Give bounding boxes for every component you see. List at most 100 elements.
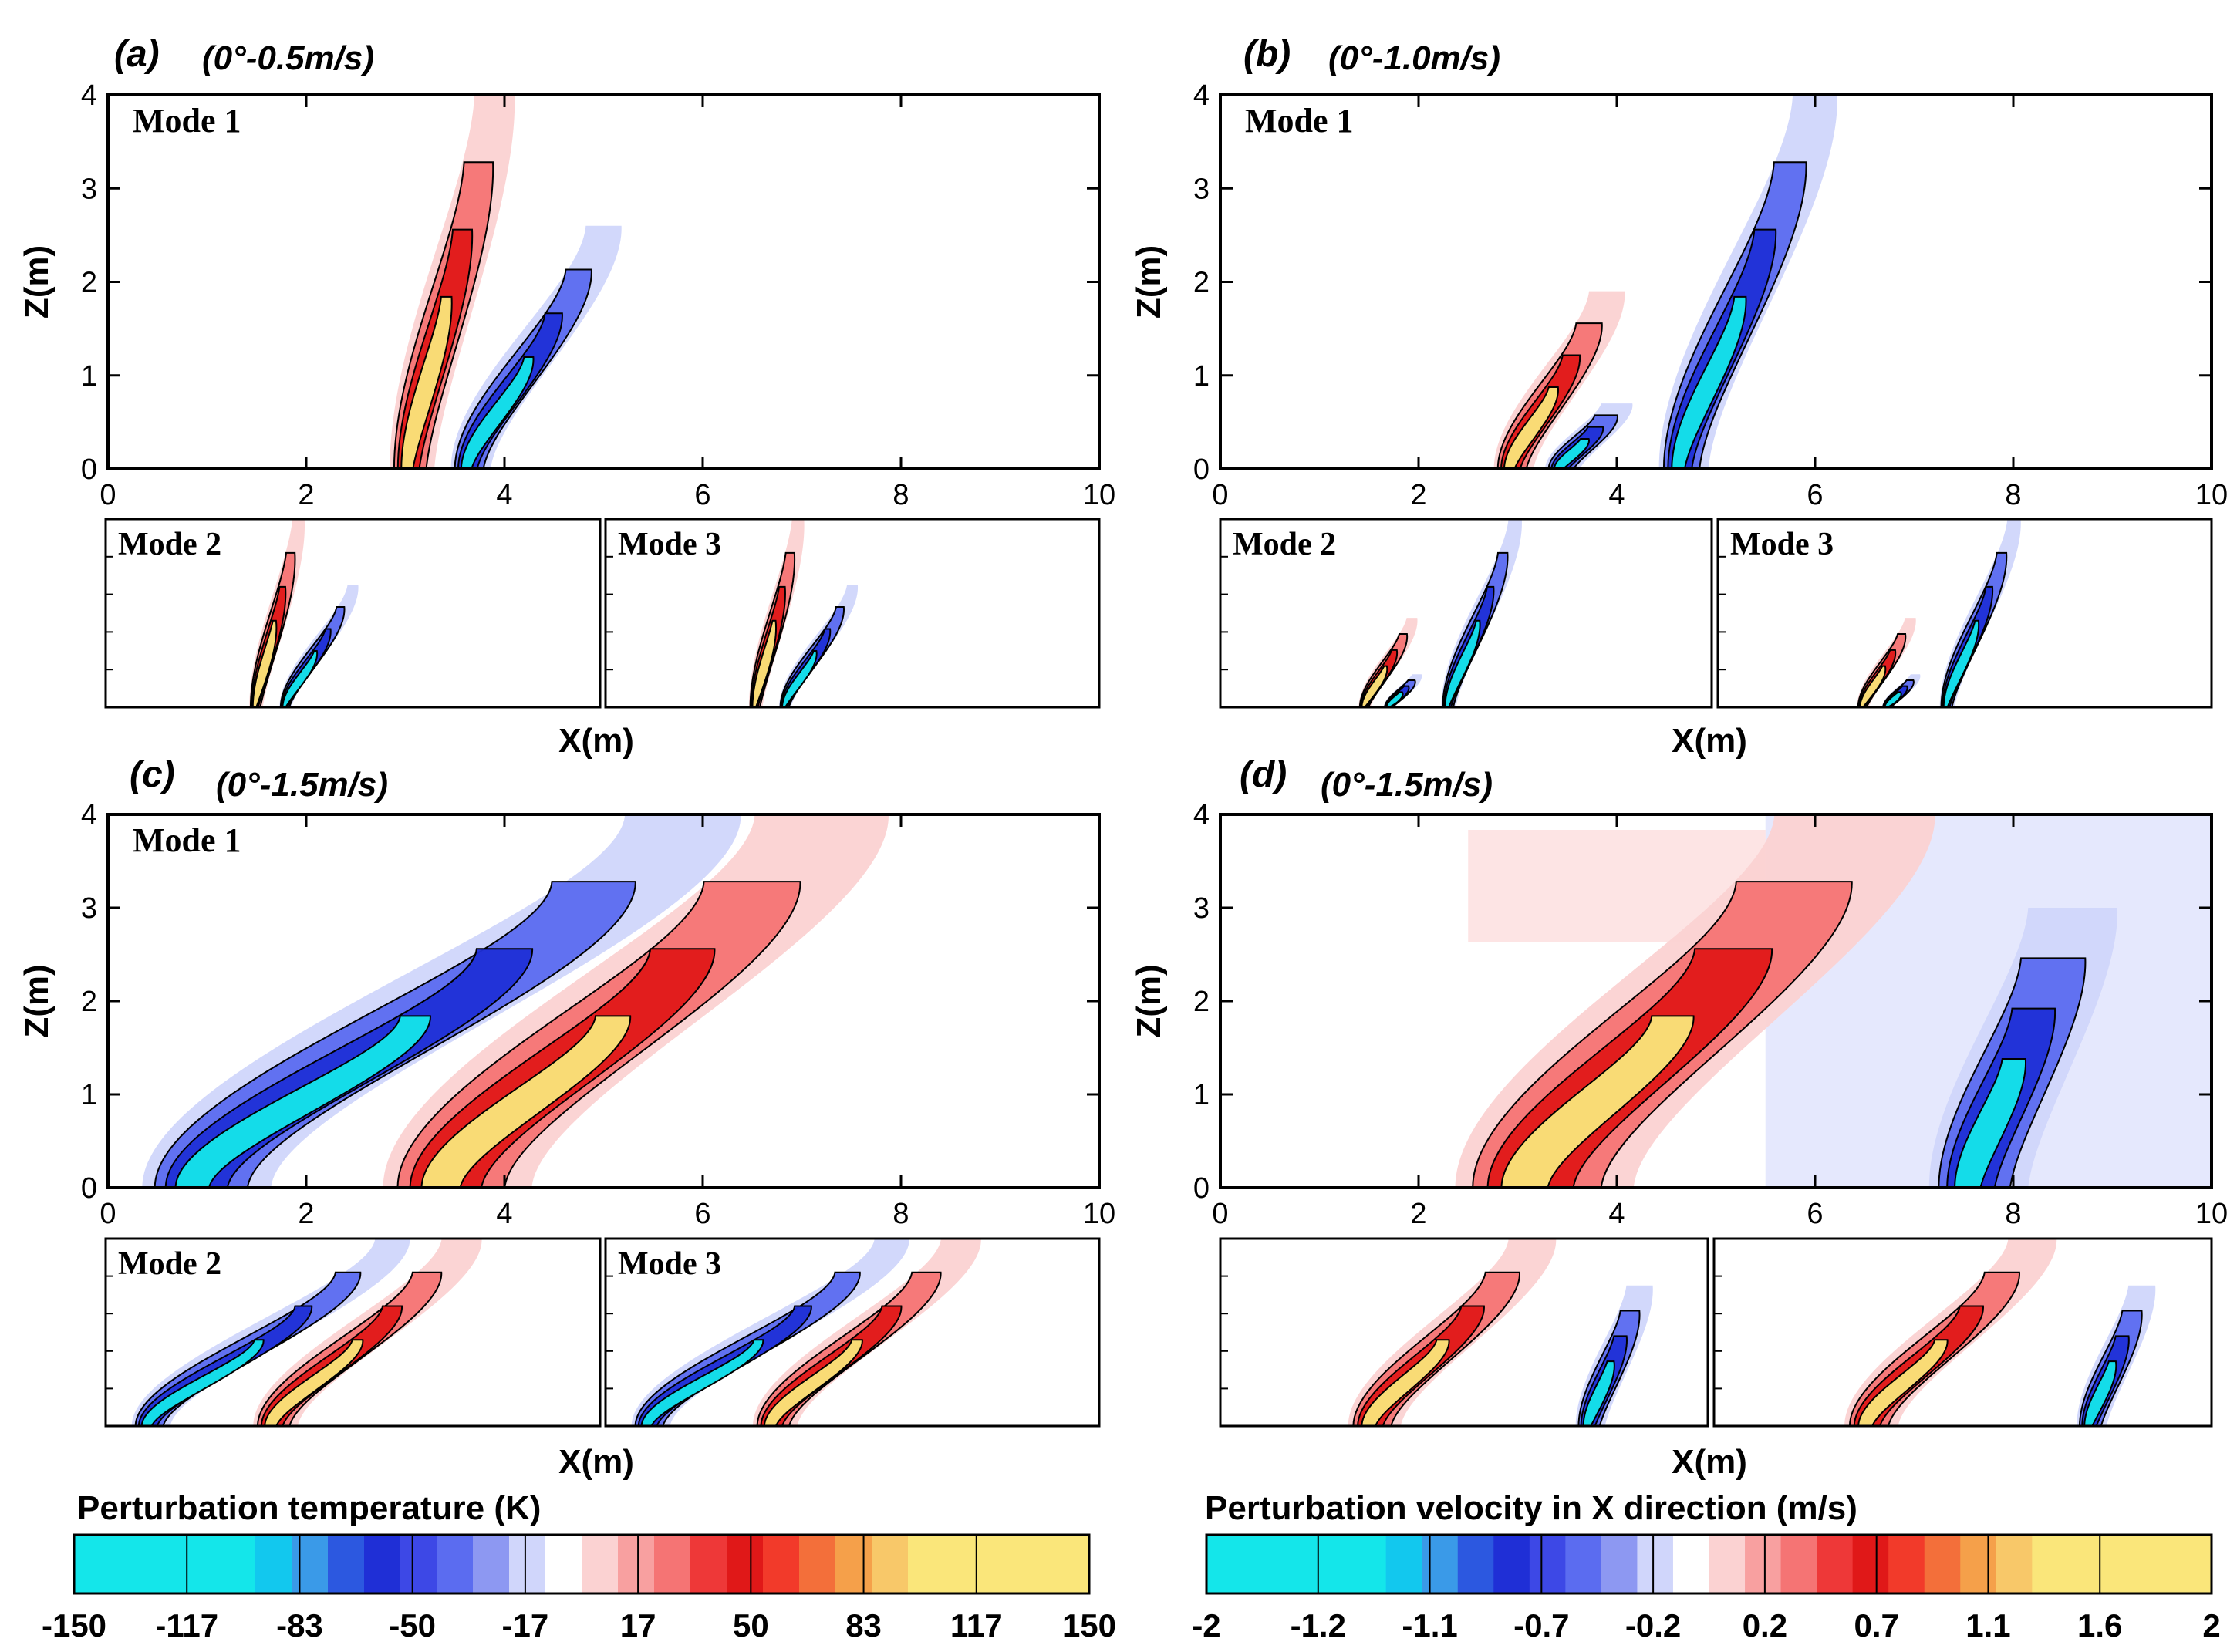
plume-positive-0-layer-3 <box>400 295 453 469</box>
colorbar-swatch <box>509 1535 546 1593</box>
colorbar-tick-label: 2 <box>2202 1607 2220 1644</box>
panel-b-subplot-3: Mode 3 <box>1716 518 2213 709</box>
subplot-mode-title: Mode 3 <box>618 527 721 562</box>
mode-title: Mode 1 <box>133 102 241 140</box>
colorbar-swatch <box>1672 1535 1710 1593</box>
colorbar-swatch <box>2139 1535 2177 1593</box>
plume-positive-0-layer-3 <box>251 619 278 707</box>
subplot-field <box>106 1239 600 1426</box>
colorbar-swatch <box>690 1535 727 1593</box>
subplot-frame <box>1712 1237 2213 1428</box>
plume-negative-1-layer-3 <box>1553 437 1590 469</box>
plume-positive-0-layer-3 <box>1859 665 1887 707</box>
x-axis-label: X(m) <box>1672 1443 1747 1481</box>
subplot-field <box>606 1239 1099 1426</box>
colorbar-swatch <box>110 1535 147 1593</box>
plume-positive-1-layer-3 <box>420 1015 632 1188</box>
plume-positive-0-layer-3 <box>1361 1339 1450 1426</box>
subplot-field <box>106 519 600 707</box>
x-tick-label: 8 <box>2005 1198 2021 1230</box>
y-axis-label: Z(m) <box>1130 964 1168 1037</box>
subplot-background <box>106 519 600 707</box>
colorbar-tick-label: -1.2 <box>1291 1607 1346 1644</box>
colorbar-2: Perturbation velocity in X direction (m/… <box>1192 1489 2220 1644</box>
y-tick-label: 3 <box>1193 173 1210 205</box>
panel-c: 0 2 4 6 8 10 0 1 2 3 4 Z(m) (c) (0°-1.5m/s) Mode 1 Mode… <box>18 754 1115 1481</box>
subplot-mode-title: Mode 2 <box>118 1246 221 1282</box>
subplot-mode-title: Mode 3 <box>1730 527 1834 562</box>
panel-d-field <box>1220 814 2212 1188</box>
colorbar-swatch <box>763 1535 800 1593</box>
subplot-background <box>606 519 1099 707</box>
x-tick-label: 10 <box>2195 1198 2228 1230</box>
x-tick-label: 6 <box>1807 1198 1823 1230</box>
subplot-field <box>606 519 1099 707</box>
colorbar-tick-label: -117 <box>155 1607 218 1644</box>
subplot-frame <box>1716 518 2213 709</box>
colorbar-tick-label: -150 <box>42 1607 106 1644</box>
colorbar-swatch <box>908 1535 945 1593</box>
y-tick-label: 0 <box>1193 1172 1210 1205</box>
colorbar-swatch <box>618 1535 655 1593</box>
panel-c-ticks: 0 2 4 6 8 10 0 1 2 3 4 <box>81 799 1115 1230</box>
colorbar-tick-label: -50 <box>389 1607 436 1644</box>
panel-a-field <box>108 95 1099 469</box>
panel-d-ticks: 0 2 4 6 8 10 0 1 2 3 4 <box>1193 799 2228 1230</box>
plume-positive-1-layer-3 <box>763 1339 863 1426</box>
panel-b-subplot-2: Mode 2 <box>1219 518 1713 709</box>
x-tick-label: 2 <box>298 1198 314 1230</box>
y-tick-label: 2 <box>81 267 97 299</box>
colorbar-swatch <box>2032 1535 2069 1593</box>
panel-a-subplot-3: Mode 3 <box>604 518 1101 709</box>
panel-d: 0 2 4 6 8 10 0 1 2 3 4 Z(m) (d) (0°-1.5m/s) X(m) <box>1130 754 2228 1481</box>
plume-positive-0-layer-3 <box>1500 1015 1695 1188</box>
y-axis-label: Z(m) <box>1130 245 1168 319</box>
y-axis-label: Z(m) <box>18 245 56 319</box>
colorbar-tick-label: -1.1 <box>1402 1607 1457 1644</box>
x-axis-label: X(m) <box>558 722 634 760</box>
colorbar-tick-label: 1.1 <box>1965 1607 2010 1644</box>
colorbar-tick-label: 1.6 <box>2077 1607 2122 1644</box>
colorbar-swatch <box>799 1535 836 1593</box>
colorbar-1: Perturbation temperature (K) -150 -117 -83 -… <box>42 1489 1116 1644</box>
subplot-frame <box>604 1237 1101 1428</box>
y-tick-label: 4 <box>81 79 97 112</box>
plume-negative-1-layer-3 <box>460 356 535 469</box>
y-tick-label: 4 <box>1193 79 1210 112</box>
subplot-frame <box>1219 1237 1709 1428</box>
panel-subtitle: (0°-1.5m/s) <box>1321 766 1493 804</box>
panel-label: (b) <box>1243 34 1291 75</box>
plume-negative-1-layer-3 <box>1884 691 1902 707</box>
x-tick-label: 8 <box>892 1198 909 1230</box>
colorbar-swatch <box>1053 1535 1090 1593</box>
x-tick-label: 0 <box>100 479 116 511</box>
subplot-frame <box>104 1237 602 1428</box>
colorbar-swatch <box>1242 1535 1279 1593</box>
plume-negative-1-layer-3 <box>1954 1058 2026 1188</box>
colorbar-swatch <box>582 1535 619 1593</box>
colorbar-tick-label: 0.7 <box>1854 1607 1898 1644</box>
colorbar-swatch <box>1888 1535 1925 1593</box>
x-tick-label: 4 <box>496 479 512 511</box>
x-tick-label: 4 <box>1608 479 1625 511</box>
colorbar-swatch <box>727 1535 764 1593</box>
plume-negative-2-layer-3 <box>1671 295 1747 469</box>
colorbar-swatch <box>147 1535 184 1593</box>
x-tick-label: 2 <box>298 479 314 511</box>
colorbar-frame <box>1205 1533 2213 1595</box>
colorbar-swatch <box>2067 1535 2104 1593</box>
colorbar-tick-label: -17 <box>502 1607 549 1644</box>
mode-title: Mode 1 <box>133 821 241 859</box>
x-tick-label: 10 <box>1083 479 1115 511</box>
colorbar-swatch <box>328 1535 365 1593</box>
panel-label: (d) <box>1240 754 1287 795</box>
colorbar-tick-label: 117 <box>950 1607 1003 1644</box>
subplot-frame <box>1219 518 1713 709</box>
x-tick-label: 0 <box>1212 1198 1228 1230</box>
colorbar-tick-label: 0.2 <box>1743 1607 1787 1644</box>
colorbar-tick-label: 150 <box>1062 1607 1116 1644</box>
x-tick-label: 0 <box>1212 479 1228 511</box>
mode-title: Mode 1 <box>1245 102 1354 140</box>
colorbar-tick-label: 83 <box>845 1607 882 1644</box>
